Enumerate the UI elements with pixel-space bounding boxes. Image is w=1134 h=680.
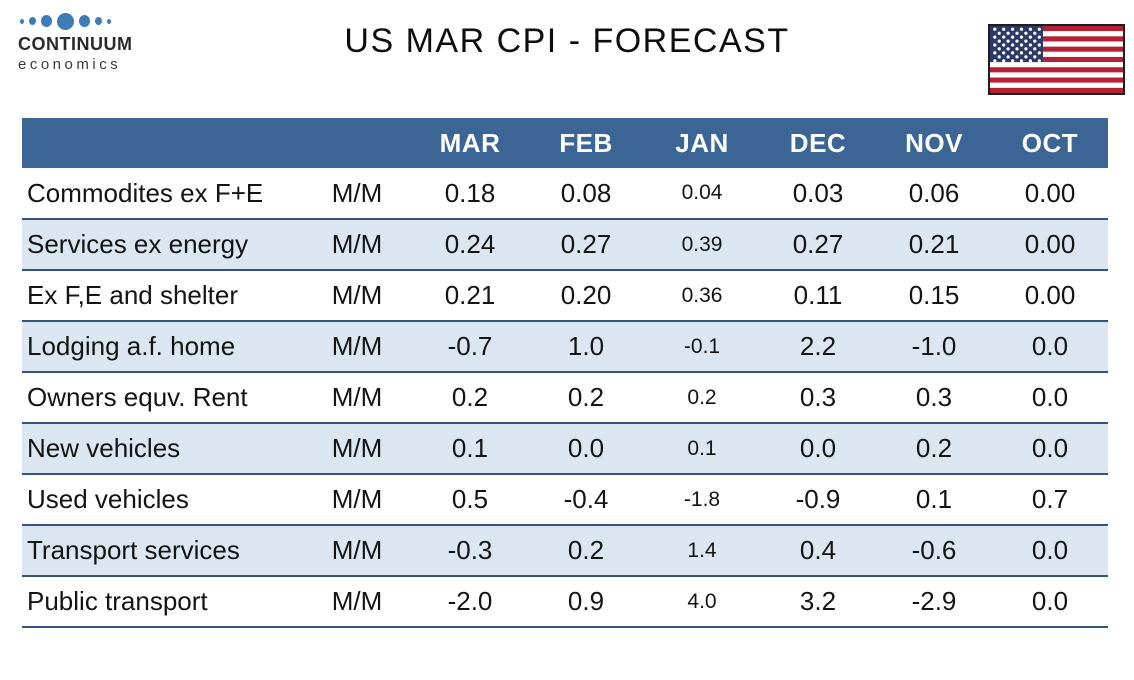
freq-cell: M/M <box>331 484 383 514</box>
value-cell-mar: -2.0 <box>412 576 528 628</box>
logo-brand-name: CONTINUUM <box>18 34 133 54</box>
value-cell-feb: 0.2 <box>528 524 644 577</box>
row-label: Owners equv. Rent <box>27 382 248 412</box>
value-cell-mar: 0.21 <box>444 280 496 310</box>
us-flag-icon <box>988 24 1125 95</box>
row-label: Transport services <box>22 524 302 577</box>
row-label: Services ex energy <box>22 218 302 271</box>
table-row: Used vehicles M/M 0.5 -0.4 -1.8 -0.9 0.1 0.7 <box>22 474 1108 525</box>
value-cell-oct: 0.0 <box>992 422 1108 475</box>
continuum-logo: CONTINUUM economics <box>18 12 168 73</box>
value-cell-jan: 0.39 <box>644 218 760 271</box>
value-cell-dec: 3.2 <box>760 576 876 628</box>
column-header-nov: NOV <box>876 118 992 168</box>
value-cell-oct: 0.00 <box>1024 177 1076 208</box>
column-header-freq-spacer <box>302 118 412 168</box>
column-header-oct: OCT <box>992 118 1108 168</box>
value-cell-nov: 0.21 <box>876 218 992 271</box>
value-cell-oct: 0.0 <box>1031 382 1069 412</box>
freq-cell: M/M <box>331 382 383 412</box>
value-cell-mar: 0.5 <box>451 484 489 514</box>
value-cell-mar: 0.24 <box>412 218 528 271</box>
row-label: Public transport <box>22 576 302 628</box>
value-cell-jan: 0.2 <box>687 385 717 409</box>
value-cell-feb: 0.2 <box>567 382 605 412</box>
table-row: Commodites ex F+E M/M 0.18 0.08 0.04 0.03 0.06… <box>22 168 1108 219</box>
freq-cell: M/M <box>302 218 412 271</box>
freq-cell: M/M <box>302 576 412 628</box>
value-cell-mar: -0.7 <box>412 320 528 373</box>
table-row: Public transport M/M -2.0 0.9 4.0 3.2 -2.9 0.0 <box>22 576 1108 628</box>
value-cell-feb: 1.0 <box>528 320 644 373</box>
cpi-forecast-table: MAR FEB JAN DEC NOV OCT Commodites ex F+E M/M 0… <box>22 118 1108 628</box>
value-cell-nov: 0.1 <box>915 484 953 514</box>
value-cell-oct: 0.00 <box>1024 280 1076 310</box>
value-cell-oct: 0.0 <box>992 576 1108 628</box>
row-label: Ex F,E and shelter <box>27 280 238 310</box>
freq-cell: M/M <box>331 177 383 208</box>
value-cell-dec: 0.27 <box>760 218 876 271</box>
value-cell-oct: 0.0 <box>992 320 1108 373</box>
value-cell-feb: -0.4 <box>563 484 609 514</box>
value-cell-feb: 0.0 <box>528 422 644 475</box>
logo-dots-icon <box>18 12 168 30</box>
value-cell-feb: 0.27 <box>528 218 644 271</box>
freq-cell: M/M <box>331 280 383 310</box>
value-cell-dec: -0.9 <box>795 484 841 514</box>
value-cell-nov: -1.0 <box>876 320 992 373</box>
row-label: Lodging a.f. home <box>22 320 302 373</box>
value-cell-dec: 0.3 <box>799 382 837 412</box>
value-cell-nov: 0.3 <box>915 382 953 412</box>
value-cell-feb: 0.08 <box>560 177 612 208</box>
column-header-label-spacer <box>22 118 302 168</box>
value-cell-oct: 0.00 <box>992 218 1108 271</box>
table-row: Lodging a.f. home M/M -0.7 1.0 -0.1 2.2 -1.0 0.… <box>22 320 1108 373</box>
table-row: Transport services M/M -0.3 0.2 1.4 0.4 -0.6 0.… <box>22 524 1108 577</box>
freq-cell: M/M <box>302 524 412 577</box>
row-label: Commodites ex F+E <box>27 177 264 208</box>
value-cell-nov: -2.9 <box>876 576 992 628</box>
freq-cell: M/M <box>302 320 412 373</box>
value-cell-dec: 0.03 <box>792 177 844 208</box>
value-cell-nov: -0.6 <box>876 524 992 577</box>
column-header-dec: DEC <box>760 118 876 168</box>
value-cell-jan: 1.4 <box>644 524 760 577</box>
value-cell-jan: -0.1 <box>644 320 760 373</box>
row-label: Used vehicles <box>27 484 189 514</box>
value-cell-jan: 4.0 <box>644 576 760 628</box>
value-cell-mar: -0.3 <box>412 524 528 577</box>
value-cell-mar: 0.1 <box>412 422 528 475</box>
value-cell-dec: 0.0 <box>760 422 876 475</box>
value-cell-mar: 0.2 <box>451 382 489 412</box>
value-cell-jan: 0.1 <box>644 422 760 475</box>
page-title: US MAR CPI - FORECAST <box>344 22 790 60</box>
logo-brand-tagline: economics <box>18 56 122 73</box>
column-header-jan: JAN <box>644 118 760 168</box>
value-cell-jan: -1.8 <box>683 487 721 511</box>
value-cell-nov: 0.2 <box>876 422 992 475</box>
value-cell-dec: 0.11 <box>793 280 843 310</box>
value-cell-feb: 0.9 <box>528 576 644 628</box>
value-cell-feb: 0.20 <box>560 280 612 310</box>
table-row: Ex F,E and shelter M/M 0.21 0.20 0.36 0.11 0.1… <box>22 270 1108 321</box>
value-cell-dec: 2.2 <box>760 320 876 373</box>
value-cell-nov: 0.15 <box>908 280 960 310</box>
table-row: Services ex energy M/M 0.24 0.27 0.39 0.27 0.2… <box>22 218 1108 271</box>
table-row: New vehicles M/M 0.1 0.0 0.1 0.0 0.2 0.0 <box>22 422 1108 475</box>
value-cell-jan: 0.36 <box>681 283 723 307</box>
value-cell-nov: 0.06 <box>908 177 960 208</box>
table-row: Owners equv. Rent M/M 0.2 0.2 0.2 0.3 0.3 0.0 <box>22 372 1108 423</box>
value-cell-dec: 0.4 <box>760 524 876 577</box>
freq-cell: M/M <box>302 422 412 475</box>
value-cell-oct: 0.0 <box>992 524 1108 577</box>
row-label: New vehicles <box>22 422 302 475</box>
column-header-mar: MAR <box>412 118 528 168</box>
value-cell-oct: 0.7 <box>1031 484 1069 514</box>
column-header-feb: FEB <box>528 118 644 168</box>
value-cell-mar: 0.18 <box>444 177 496 208</box>
value-cell-jan: 0.04 <box>681 181 723 204</box>
table-header-row: MAR FEB JAN DEC NOV OCT <box>22 118 1108 168</box>
